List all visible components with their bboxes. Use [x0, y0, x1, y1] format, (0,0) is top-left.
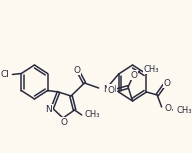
Text: CH₃: CH₃ — [84, 110, 100, 119]
Text: CH₃: CH₃ — [143, 65, 159, 73]
Text: O: O — [60, 118, 67, 127]
Text: Cl: Cl — [1, 70, 10, 79]
Text: O: O — [164, 78, 170, 88]
Text: O: O — [108, 86, 115, 95]
Text: O: O — [74, 65, 81, 75]
Text: O: O — [131, 71, 138, 80]
Text: NH: NH — [103, 84, 117, 93]
Text: N: N — [45, 104, 52, 114]
Text: O: O — [164, 103, 171, 112]
Text: CH₃: CH₃ — [177, 106, 192, 114]
